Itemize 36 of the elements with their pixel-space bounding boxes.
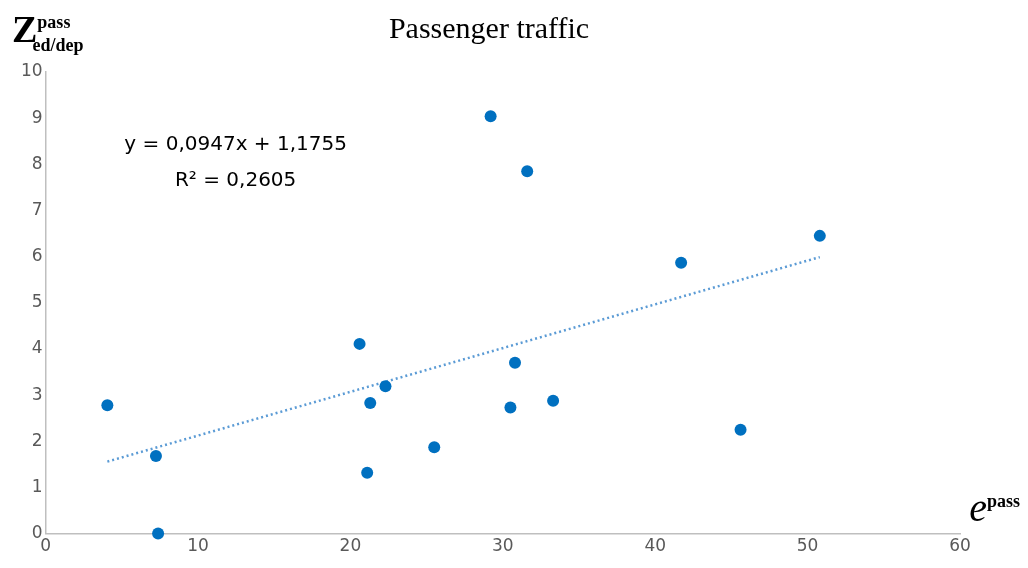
x-tick-label: 20 [339,535,362,556]
x-tick-label: 30 [492,535,514,556]
point [379,380,392,393]
annotation: y = 0,0947x + 1,1755 [124,131,347,155]
point [521,165,534,178]
y-tick-label: 10 [20,60,43,81]
y-tick-label: 6 [31,245,43,266]
point [353,337,366,350]
point [504,401,517,414]
x-tick-label: 10 [187,535,209,556]
point [813,229,826,242]
point [734,423,747,436]
y-tick-label: 1 [31,475,43,496]
annotation: R² = 0,2605 [174,167,297,191]
x-tick-label: 40 [644,535,667,556]
y-tick-label: 2 [31,429,43,450]
x-axis-title: e$^{pass}$ [969,485,1020,530]
point [484,110,497,123]
y-tick-label: 9 [31,106,43,127]
point [152,527,165,540]
point [428,441,441,454]
point [149,450,162,463]
point [364,396,377,409]
y-tick-label: 7 [31,198,43,219]
point [547,394,560,407]
point [509,356,522,369]
point [675,256,688,269]
y-tick-label: 4 [31,337,43,358]
y-tick-label: 3 [31,383,43,404]
point [361,466,374,479]
x-tick-label: 50 [796,535,819,556]
chart-title: Passenger traffic [388,10,590,44]
y-tick-label: 5 [31,291,43,312]
x-tick-label: 60 [949,535,971,556]
point [101,399,114,412]
y-tick-label: 8 [31,152,43,173]
